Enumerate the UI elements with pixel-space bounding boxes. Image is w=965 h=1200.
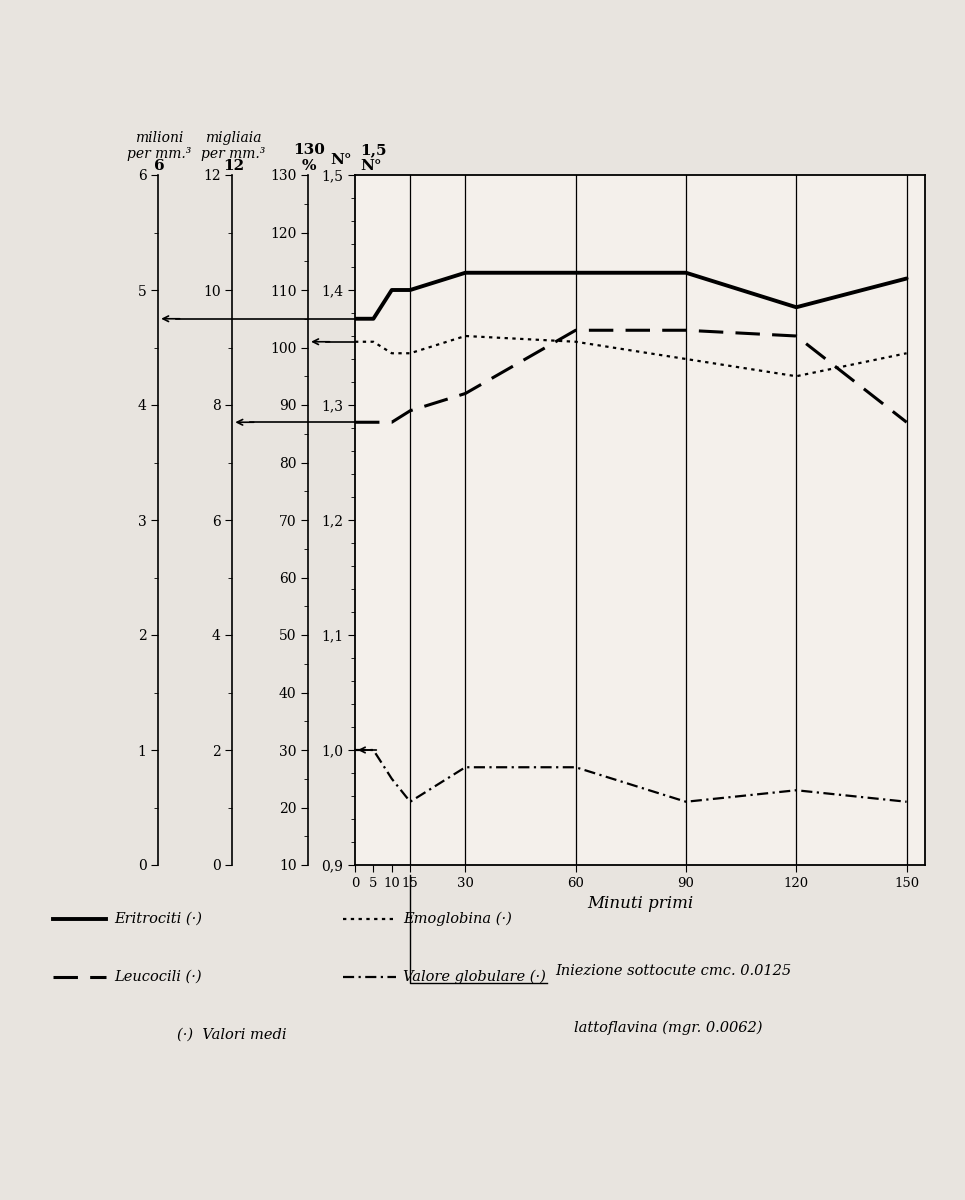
X-axis label: Minuti primi: Minuti primi (587, 895, 693, 912)
Text: 1,5: 1,5 (360, 143, 386, 157)
Text: Iniezione sottocute cmc. 0.0125: Iniezione sottocute cmc. 0.0125 (555, 964, 791, 978)
Text: 6: 6 (154, 158, 165, 173)
Text: N°: N° (360, 158, 381, 173)
Text: 130: 130 (293, 143, 325, 157)
Text: Leucocili (·): Leucocili (·) (114, 970, 202, 984)
Text: milioni: milioni (135, 131, 183, 145)
Text: Emoglobina (·): Emoglobina (·) (403, 912, 512, 926)
Text: (·)  Valori medi: (·) Valori medi (177, 1027, 287, 1042)
Text: per mm.³: per mm.³ (202, 146, 265, 161)
Text: %: % (302, 158, 317, 173)
Text: per mm.³: per mm.³ (127, 146, 191, 161)
Text: N°: N° (331, 152, 352, 167)
Text: lattoflavina (mgr. 0.0062): lattoflavina (mgr. 0.0062) (574, 1021, 762, 1036)
Text: migliaia: migliaia (206, 131, 262, 145)
Text: Valore globulare (·): Valore globulare (·) (403, 970, 546, 984)
Text: 12: 12 (223, 158, 244, 173)
Text: Eritrociti (·): Eritrociti (·) (114, 912, 202, 926)
